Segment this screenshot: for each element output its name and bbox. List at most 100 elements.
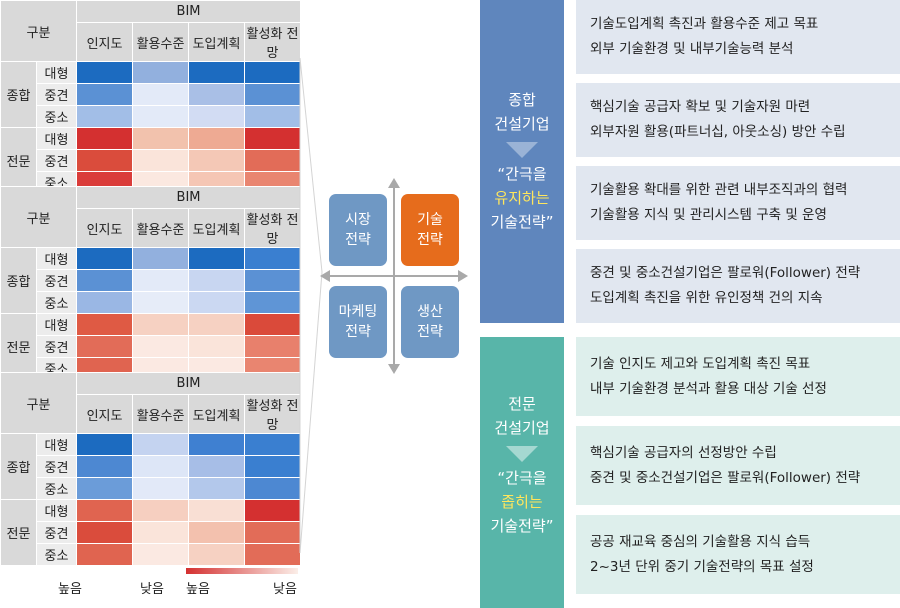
table-row: 전문 대형 bbox=[0, 127, 302, 194]
special-item-line: 중견 및 중소건설기업은 팔로워(Follower) 전략 bbox=[590, 469, 861, 486]
size-label: 중견 bbox=[35, 521, 78, 544]
table-row: 중소 bbox=[1, 477, 302, 500]
size-label: 중소 bbox=[35, 105, 78, 128]
special-label: 전문 건설기업 “간극을 좁히는 기술전략” bbox=[480, 392, 564, 538]
general-quote-open: “간극을 bbox=[497, 165, 547, 183]
general-label: 종합 건설기업 “간극을 유지하는 기술전략” bbox=[480, 88, 564, 234]
heat-cell bbox=[132, 61, 190, 84]
heat-cell bbox=[76, 313, 134, 336]
legend-red-high: 높음 bbox=[186, 582, 210, 597]
heat-cell bbox=[132, 291, 190, 314]
table-row: 전문 대형 bbox=[0, 313, 302, 380]
column-header: 인지도 bbox=[76, 394, 134, 434]
special-item: 핵심기술 공급자의 선정방안 수립 중견 및 중소건설기업은 팔로워(Follo… bbox=[576, 426, 900, 505]
quadrant-market-strategy: 시장 전략 bbox=[329, 194, 387, 266]
bim-header: BIM bbox=[76, 0, 302, 23]
column-header: 활성화 전망 bbox=[244, 22, 302, 62]
special-item-line: 내부 기술환경 분석과 활용 대상 기술 선정 bbox=[590, 380, 827, 397]
size-label: 대형 bbox=[35, 499, 78, 522]
heat-cell bbox=[132, 477, 190, 500]
heat-cell bbox=[76, 127, 134, 150]
quadrant-technology-strategy: 기술 전략 bbox=[401, 194, 459, 266]
general-item-line: 기술활용 지식 및 관리시스템 구축 및 운영 bbox=[590, 207, 827, 223]
heat-cell bbox=[76, 291, 134, 314]
table-row: 중견 bbox=[1, 149, 302, 172]
heat-cell bbox=[244, 247, 302, 270]
size-label: 중견 bbox=[35, 149, 78, 172]
special-item-line: 공공 재교육 중심의 기술활용 지식 습득 bbox=[590, 533, 811, 550]
size-label: 중소 bbox=[35, 477, 78, 500]
table-row: 중소 bbox=[1, 291, 302, 314]
legend-blue-low: 낮음 bbox=[140, 582, 164, 597]
heat-cell bbox=[188, 247, 246, 270]
heat-cell bbox=[188, 83, 246, 106]
down-triangle-icon bbox=[506, 446, 538, 462]
heat-cell bbox=[132, 105, 190, 128]
heat-cell bbox=[188, 433, 246, 456]
heat-cell bbox=[244, 313, 302, 336]
general-item-line: 외부자원 활용(파트너십, 아웃소싱) 방안 수립 bbox=[590, 124, 846, 140]
special-item-line: 기술 인지도 제고와 도입계획 촉진 목표 bbox=[590, 355, 811, 372]
heat-cell bbox=[132, 247, 190, 270]
heat-cell bbox=[244, 499, 302, 522]
table-row: 전문 대형 bbox=[0, 499, 302, 566]
special-item-line: 2~3년 단위 중기 기술전략의 목표 설정 bbox=[590, 558, 814, 575]
general-item: 기술도입계획 촉진과 활용수준 제고 목표 외부 기술환경 및 내부기술능력 분… bbox=[576, 0, 900, 74]
group-label: 종합 bbox=[0, 433, 37, 500]
column-header: 도입계획 bbox=[188, 394, 246, 434]
heat-cell bbox=[188, 269, 246, 292]
heat-cell bbox=[132, 269, 190, 292]
table-row: 중견 bbox=[1, 335, 302, 358]
heat-cell bbox=[76, 499, 134, 522]
legend-blue-high: 높음 bbox=[58, 582, 82, 597]
group-label: 전문 bbox=[0, 499, 37, 566]
group-label: 전문 bbox=[0, 313, 37, 380]
general-item-line: 중견 및 중소건설기업은 팔로워(Follower) 전략 bbox=[590, 265, 861, 281]
size-label: 중견 bbox=[35, 269, 78, 292]
heat-cell bbox=[76, 335, 134, 358]
table-row: 중소 bbox=[1, 543, 302, 566]
heat-cell bbox=[188, 127, 246, 150]
size-label: 대형 bbox=[35, 247, 78, 270]
connector-wedge bbox=[299, 57, 323, 554]
special-item-line: 핵심기술 공급자의 선정방안 수립 bbox=[590, 444, 777, 461]
general-item-line: 외부 기술환경 및 내부기술능력 분석 bbox=[590, 41, 794, 57]
column-header: 인지도 bbox=[76, 22, 134, 62]
general-highlight: 유지하는 bbox=[494, 189, 550, 207]
heat-cell bbox=[188, 499, 246, 522]
column-header: 활성화 전망 bbox=[244, 394, 302, 434]
group-label: 종합 bbox=[0, 61, 37, 128]
size-label: 중견 bbox=[35, 83, 78, 106]
group-label: 전문 bbox=[0, 127, 37, 194]
heat-cell bbox=[76, 83, 134, 106]
heat-cell bbox=[244, 127, 302, 150]
size-label: 중소 bbox=[35, 543, 78, 566]
table-row: 중견 bbox=[1, 83, 302, 106]
table-row: 종합 대형 bbox=[0, 433, 302, 500]
heat-cell bbox=[188, 61, 246, 84]
size-label: 중견 bbox=[35, 455, 78, 478]
heat-cell bbox=[188, 335, 246, 358]
heat-cell bbox=[244, 455, 302, 478]
heat-cell bbox=[132, 433, 190, 456]
special-quote-open: “간극을 bbox=[497, 469, 547, 487]
special-item: 공공 재교육 중심의 기술활용 지식 습득 2~3년 단위 중기 기술전략의 목… bbox=[576, 515, 900, 594]
general-item-line: 도입계획 촉진을 위한 유인정책 건의 지속 bbox=[590, 290, 823, 306]
general-item: 중견 및 중소건설기업은 팔로워(Follower) 전략 도입계획 촉진을 위… bbox=[576, 249, 900, 323]
legend-red-low: 낮음 bbox=[273, 582, 297, 597]
column-header: 활용수준 bbox=[132, 208, 190, 248]
special-panel bbox=[480, 337, 564, 608]
heat-cell bbox=[132, 521, 190, 544]
heat-cell bbox=[76, 455, 134, 478]
heat-cell bbox=[132, 127, 190, 150]
heat-cell bbox=[76, 105, 134, 128]
size-label: 대형 bbox=[35, 433, 78, 456]
heat-cell bbox=[76, 477, 134, 500]
general-title: 종합 건설기업 bbox=[494, 91, 550, 133]
group-header: 구분 bbox=[0, 0, 78, 62]
heat-cell bbox=[188, 313, 246, 336]
heat-cell bbox=[76, 269, 134, 292]
column-header: 활성화 전망 bbox=[244, 208, 302, 248]
heat-cell bbox=[76, 247, 134, 270]
heat-cell bbox=[188, 149, 246, 172]
